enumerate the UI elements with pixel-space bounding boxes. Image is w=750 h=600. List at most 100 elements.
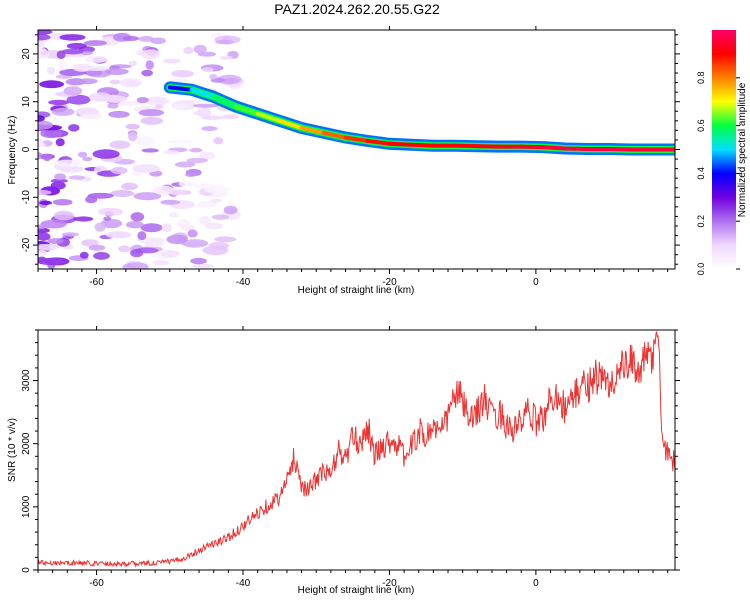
spectrogram-noise-blob xyxy=(81,239,99,247)
spectrogram-x-axis-label: Height of straight line (km) xyxy=(298,285,415,296)
spectrogram-noise-blob xyxy=(178,181,198,187)
spectrogram-noise-blob xyxy=(189,147,203,153)
spectrogram-noise-blob xyxy=(77,151,88,158)
spectrogram-noise-blob xyxy=(141,148,159,153)
spectrogram-noise-blob xyxy=(161,223,172,233)
spectrogram-noise-blob xyxy=(192,103,219,108)
spectrogram-noise-blob xyxy=(84,56,109,63)
spectrogram-noise-blob xyxy=(125,123,140,130)
spectrogram-noise-blob xyxy=(50,181,66,190)
colorbar: 0.0 0.2 0.4 0.6 0.8 Normalized spectral ampl… xyxy=(696,30,748,275)
spectrogram-y-tick-label: -20 xyxy=(21,237,32,252)
colorbar-tick-label: 0.0 xyxy=(696,263,706,276)
snr-y-tick-label: 0 xyxy=(21,567,32,573)
spectrogram-ridge-core xyxy=(387,141,414,147)
spectrogram-noise-blob xyxy=(215,39,234,45)
colorbar-tick-label: 0.2 xyxy=(696,215,706,228)
spectrogram-noise-blob xyxy=(61,232,80,237)
spectrogram-ridge-core xyxy=(233,104,260,116)
spectrogram-noise-blob xyxy=(201,115,224,120)
spectrogram-noise-blob xyxy=(79,251,89,259)
spectrogram-ridge-core xyxy=(365,138,392,146)
spectrogram-noise-blob xyxy=(38,115,45,122)
spectrogram-x-ticks: -60 -40 -20 0 xyxy=(37,26,669,288)
snr-frame xyxy=(37,329,676,571)
spectrogram-x-tick-label: -60 xyxy=(89,277,104,288)
spectrogram-noise-blob xyxy=(192,263,214,269)
spectrogram-noise-blob xyxy=(58,60,68,71)
spectrogram-noise-blob xyxy=(213,137,224,145)
spectrogram-ridge-core xyxy=(541,145,568,151)
spectrogram-noise-blob xyxy=(162,150,180,155)
spectrogram-noise-blob xyxy=(61,48,84,55)
spectrogram-noise-blob xyxy=(127,131,138,142)
spectrogram-noise-blob xyxy=(38,232,51,241)
spectrogram-noise-blob xyxy=(105,68,129,75)
spectrogram-noise-blob xyxy=(118,245,131,253)
spectrogram-noise-blob xyxy=(53,210,75,221)
spectrogram-y-axis-label: Frequency (Hz) xyxy=(7,116,18,185)
colorbar-tick-label: 0.4 xyxy=(696,167,706,180)
spectrogram-noise-blob xyxy=(183,46,194,55)
snr-y-tick-label: 3000 xyxy=(21,369,32,392)
spectrogram-noise-blob xyxy=(221,114,240,120)
spectrogram-noise-blob xyxy=(40,219,67,229)
spectrogram-noise-blob xyxy=(138,36,154,42)
spectrogram-noise-blob xyxy=(144,240,164,248)
spectrogram-noise-blob xyxy=(66,42,88,50)
spectrogram-noise-blob xyxy=(38,224,47,230)
spectrogram-noise-blob xyxy=(68,124,80,132)
spectrogram-noise-blob xyxy=(136,97,149,104)
spectrogram-noise-blob xyxy=(82,156,93,162)
snr-panel: -60 -40 -20 0 0 1000 2000 3000 Height of strai… xyxy=(7,326,680,596)
spectrogram-noise-blob xyxy=(103,216,112,221)
spectrogram-noise-blob xyxy=(186,157,208,164)
spectrogram-noise-blob xyxy=(109,79,121,85)
spectrogram-noise-blob xyxy=(211,214,230,220)
spectrogram-noise-blob xyxy=(85,195,98,204)
spectrogram-noise-blob xyxy=(160,199,181,205)
spectrogram-y-tick-label: -10 xyxy=(21,190,32,205)
spectrogram-noise-blob xyxy=(40,128,63,139)
spectrogram-noise-blob xyxy=(121,182,138,191)
colorbar-ticks: 0.0 0.2 0.4 0.6 0.8 xyxy=(696,72,740,276)
spectrogram-noise-blob xyxy=(229,84,241,89)
spectrogram-noise-blob xyxy=(80,51,93,56)
spectrogram-noise-blob xyxy=(202,245,229,256)
spectrogram-ridge-core xyxy=(409,142,436,148)
spectrogram-noise-blob xyxy=(68,175,86,180)
spectrogram-noise-blob xyxy=(222,78,239,84)
spectrogram-noise-blob xyxy=(128,60,137,67)
chart-title: PAZ1.2024.262.20.55.G22 xyxy=(274,1,440,17)
snr-x-ticks: -60 -40 -20 0 xyxy=(37,326,669,589)
spectrogram-noise-blob xyxy=(177,219,191,229)
spectrogram-ridge-core xyxy=(343,135,370,143)
spectrogram-noise-blob xyxy=(174,161,196,168)
spectrogram-y-ticks: -20 -10 0 10 20 xyxy=(21,34,680,265)
spectrogram-ridge xyxy=(163,81,675,156)
snr-y-tick-label: 1000 xyxy=(21,495,32,518)
spectrogram-noise-blob xyxy=(209,73,218,80)
spectrogram-noise-blob xyxy=(150,37,166,45)
spectrogram-noise-blob xyxy=(38,142,46,147)
spectrogram-noise-blob xyxy=(141,69,153,77)
colorbar-tick-label: 0.8 xyxy=(696,72,706,85)
spectrogram-noise-blob xyxy=(39,200,52,206)
spectrogram-panel: -60 -40 -20 0 -20 -10 0 10 20 Height of straigh… xyxy=(7,26,680,296)
spectrogram-noise-blob xyxy=(93,252,110,260)
spectrogram-noise-blob xyxy=(109,140,131,150)
spectrogram-noise-blob xyxy=(80,113,104,120)
spectrogram-noise-blob xyxy=(171,69,194,78)
spectrogram-noise-blob xyxy=(160,249,180,258)
spectrogram-noise-blob xyxy=(94,222,106,232)
spectrogram-noise-blob xyxy=(169,189,186,196)
spectrogram-noise-blob xyxy=(38,243,60,251)
spectrogram-ridge-core xyxy=(189,87,216,99)
snr-x-tick-label: 0 xyxy=(533,578,539,589)
spectrogram-noise-blob xyxy=(100,218,123,229)
spectrogram-ridge-core xyxy=(167,85,194,92)
spectrogram-noise-blob xyxy=(105,231,132,239)
spectrogram-noise xyxy=(38,30,244,269)
spectrogram-x-tick-label: -20 xyxy=(382,277,397,288)
